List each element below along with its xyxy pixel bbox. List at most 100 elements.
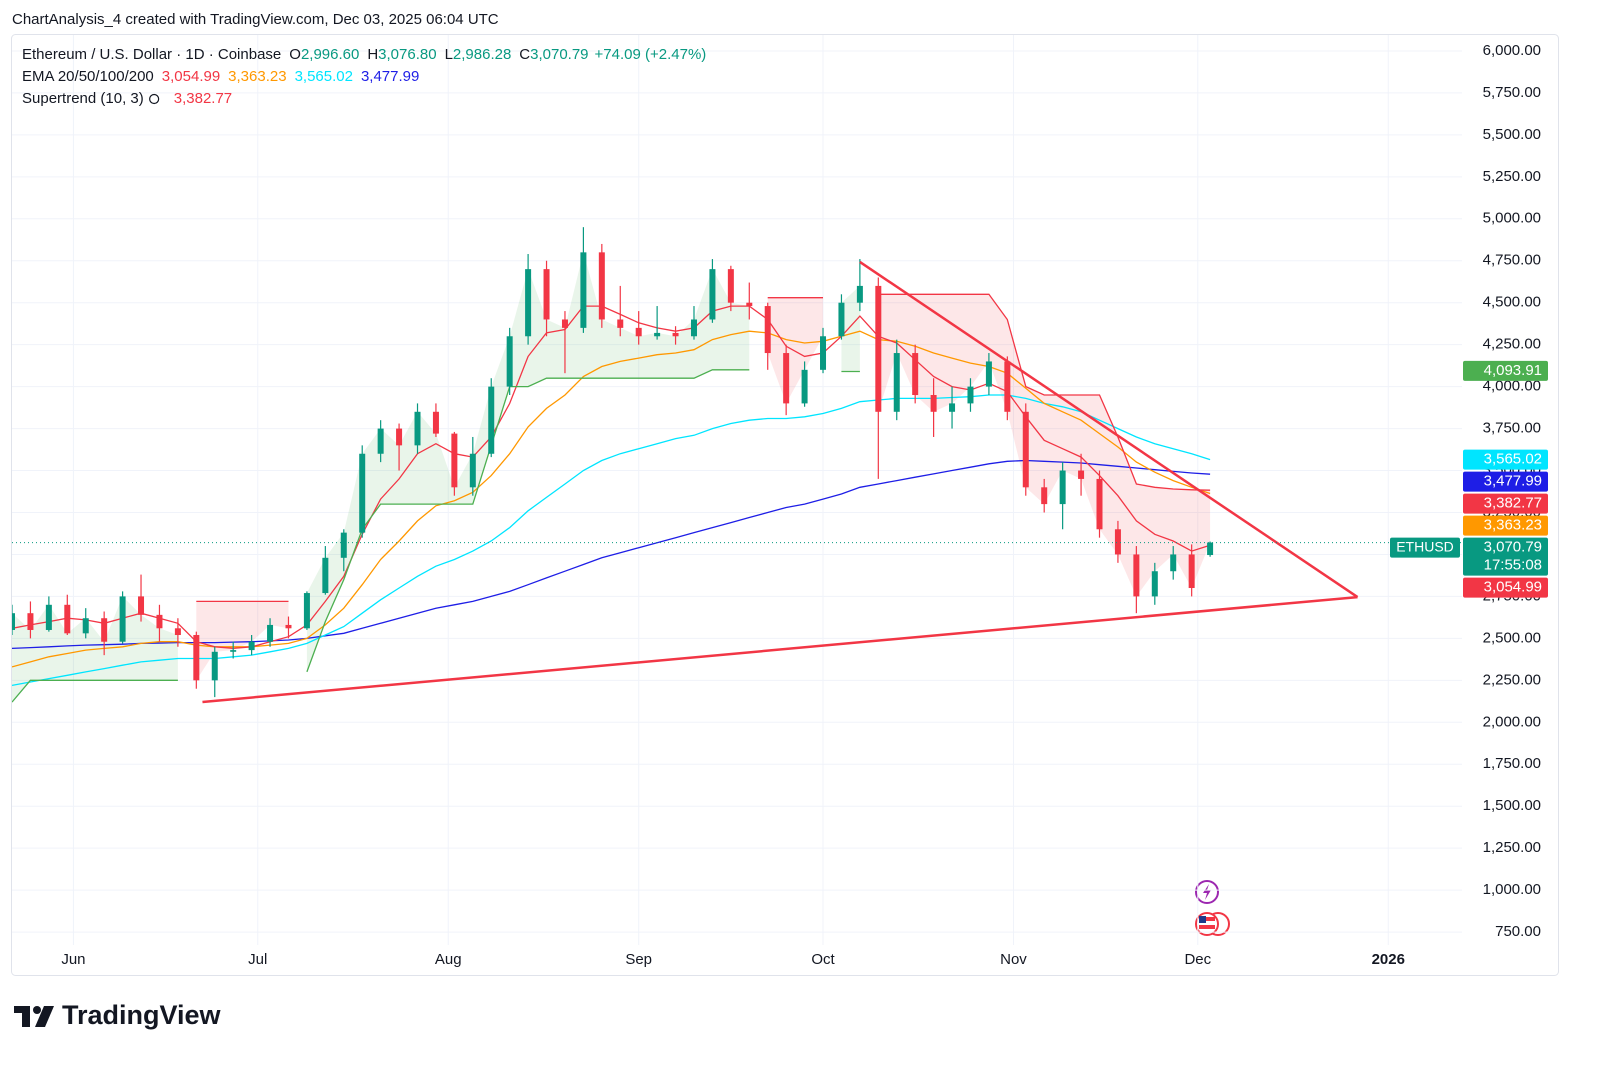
candle-body [377, 428, 384, 454]
candle-body [709, 269, 716, 320]
y-tick-label: 4,250.00 [1483, 336, 1541, 353]
legend-value: 2,996.60 [301, 46, 359, 63]
candle-body [469, 453, 476, 488]
legend-line: EMA 20/50/100/200 3,054.99 3,363.23 3,565.0… [22, 68, 419, 85]
candle-body [12, 613, 15, 630]
legend-key: L [445, 46, 453, 63]
candle-body [1078, 470, 1085, 479]
candle-body [1096, 478, 1103, 530]
y-tick-label: 3,750.00 [1483, 420, 1541, 437]
y-tick-label: 5,750.00 [1483, 84, 1541, 101]
candle-body [801, 369, 808, 404]
symbol-label-box [1390, 537, 1460, 558]
footer-logo-text: TradingView [62, 1000, 222, 1030]
candle-body [764, 306, 771, 354]
candle-body [1170, 554, 1177, 572]
candle-body [856, 285, 863, 303]
logo-mark [33, 1006, 41, 1014]
candle-body [525, 269, 532, 337]
candle-body [985, 361, 992, 387]
candle-body [1059, 470, 1066, 505]
legend-ema-value: 3,477.99 [361, 68, 419, 85]
logo-mark [35, 1006, 54, 1027]
candle-body [488, 386, 495, 454]
candle-body [82, 618, 89, 634]
candle-body [1188, 554, 1195, 589]
candle-body [598, 252, 605, 320]
y-tick-label: 1,250.00 [1483, 839, 1541, 856]
logo-mark [14, 1006, 30, 1027]
legend-ema-value: 3,565.02 [295, 68, 353, 85]
candle-body [1004, 361, 1011, 412]
candle-body [506, 336, 513, 387]
candle-body [672, 332, 679, 337]
candle-body [174, 628, 181, 636]
supertrend-fill [841, 285, 860, 372]
candle-body [396, 428, 403, 446]
y-tick-label: 2,250.00 [1483, 671, 1541, 688]
y-tick-label: 1,750.00 [1483, 755, 1541, 772]
candle-body [138, 596, 145, 615]
symbol-label: ETHUSD [1396, 538, 1454, 554]
candle-body [285, 624, 292, 629]
candle-body [119, 596, 126, 642]
supertrend-fill [767, 297, 824, 404]
legend-eye-icon [149, 93, 160, 105]
flag-stripe [1199, 917, 1215, 921]
candle-body [340, 532, 347, 558]
price-label-box [1463, 577, 1548, 598]
event-icon-glyph [1203, 884, 1211, 900]
supertrend-line [196, 293, 1211, 603]
legend-key: O [289, 46, 301, 63]
legend-ema-value: 3,054.99 [162, 68, 220, 85]
price-label-box [1463, 449, 1548, 470]
candle-body [893, 353, 900, 412]
header-title: ChartAnalysis_4 created with TradingView… [12, 11, 499, 28]
x-tick-label: Jul [248, 951, 267, 968]
candle-body [1022, 411, 1029, 488]
chart-frame [11, 34, 1559, 976]
candle-body [949, 403, 956, 412]
x-tick-label: Jun [61, 951, 85, 968]
candle-body [64, 604, 71, 634]
price-label-box [1463, 471, 1548, 492]
candle-body [727, 269, 734, 303]
legend-symbol: Ethereum / U.S. Dollar · 1D · Coinbase [22, 46, 281, 63]
candle-body [451, 433, 458, 488]
supertrend-fill [878, 294, 1211, 597]
legend-supertrend-label: Supertrend (10, 3) [22, 90, 144, 107]
candle-body [267, 624, 274, 642]
y-tick-label: 5,250.00 [1483, 168, 1541, 185]
candle-body [248, 641, 255, 651]
y-tick-label: 4,500.00 [1483, 294, 1541, 311]
candle-body [580, 252, 587, 328]
candle-body [1151, 571, 1158, 597]
candle-body [193, 635, 200, 681]
legend-value: 3,076.80 [378, 46, 436, 63]
legend-key: C [519, 46, 530, 63]
price-label-box [1463, 537, 1548, 576]
trendline [859, 260, 1359, 599]
price-label: 3,477.99 [1484, 473, 1542, 490]
x-tick-label: Nov [1000, 951, 1027, 968]
price-label: 3,565.02 [1484, 451, 1542, 468]
candle-body [1133, 554, 1140, 597]
candle-body [27, 613, 34, 630]
y-tick-label: 4,750.00 [1483, 252, 1541, 269]
candle-body [654, 332, 661, 337]
y-tick-label: 1,500.00 [1483, 797, 1541, 814]
x-tick-label: Sep [625, 951, 652, 968]
event-icons [1195, 880, 1230, 936]
trendline [202, 595, 1358, 704]
y-tick-label: 750.00 [1495, 923, 1541, 940]
supertrend-fill [306, 252, 750, 672]
footer-logo: TradingView [14, 1000, 222, 1030]
candle-body [359, 453, 366, 533]
flag-canton [1199, 916, 1206, 923]
candle-body [820, 336, 827, 370]
supertrend-fill [196, 601, 289, 681]
candle-body [783, 353, 790, 404]
price-label: 3,070.79 [1484, 539, 1542, 556]
